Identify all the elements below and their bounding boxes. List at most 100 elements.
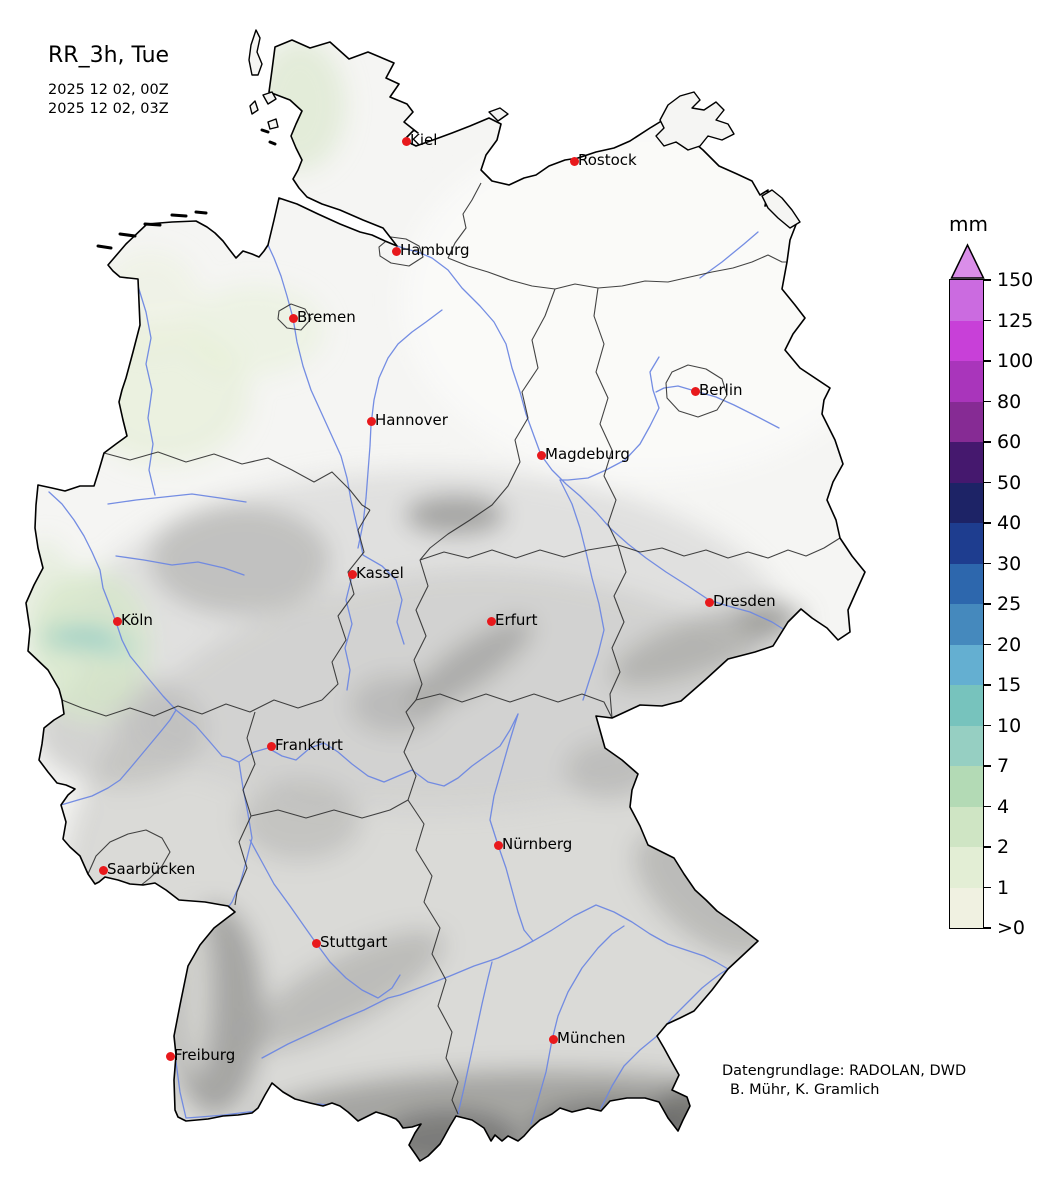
city-dot-icon [391,246,401,256]
city-label: Frankfurt [275,736,343,754]
river-fulda [344,575,353,691]
river-rhine [48,491,341,1119]
river-neckar [249,839,401,999]
colorbar-tick-label: 10 [997,714,1022,737]
river-ruhr [115,555,245,576]
city-dot-icon [536,450,546,460]
river-isar [530,925,625,1125]
city-dot-icon [165,1051,175,1061]
city-dot-icon [493,840,503,850]
colorbar-tick: 2 [983,836,1009,858]
city-dot-icon [704,597,714,607]
colorbar-tick-label: 2 [997,836,1010,858]
colorbar-tick-label: 150 [997,269,1034,291]
city-label: Stuttgart [320,933,388,951]
frisian-islands [96,128,277,250]
colorbar-tick: 50 [983,472,1021,494]
colorbar-segment [950,320,983,361]
colorbar-tick: 4 [983,796,1009,818]
colorbar-body: 150 125 100 80 60 50 40 30 [949,269,1033,939]
city-label: Freiburg [174,1046,236,1064]
city-dot-icon [288,313,298,323]
colorbar-tick-label: 4 [997,795,1010,818]
colorbar-tick-label: 1 [997,876,1010,899]
islands [248,29,801,229]
map-title: RR_3h, Tue [48,43,170,68]
colorbar-segment [950,806,983,847]
colorbar-segment [950,644,983,685]
colorbar-tick-label: 60 [997,431,1022,453]
river-lech [457,961,493,1115]
colorbar-tick: 20 [983,634,1021,656]
colorbar-segment [950,401,983,442]
city-dot-icon [311,938,321,948]
island-sylt [248,29,263,76]
colorbar-tick-label: 7 [997,755,1010,777]
island-fehmarn [488,107,509,122]
city-label: Dresden [713,592,776,610]
city-dot-icon [347,569,357,579]
colorbar-segment [950,725,983,766]
colorbar-tick: 7 [983,755,1009,777]
author-credit: B. Mühr, K. Gramlich [730,1081,880,1098]
island-pellworm [267,118,279,130]
colorbar-tick: 100 [983,350,1033,372]
colorbar-segment [950,523,983,564]
city-label: Bremen [297,308,356,326]
colorbar-tick-label: 20 [997,633,1022,656]
colorbar-tick-label: 15 [997,674,1022,696]
city-label: Magdeburg [545,445,630,463]
city-label: Nürnberg [502,835,573,853]
colorbar-tick: >0 [983,917,1025,939]
colorbar-tick-label: 125 [997,309,1034,332]
colorbar-segments [950,280,983,928]
river-ems [137,285,156,496]
river-mosel [60,709,177,806]
colorbar-unit-label: mm [949,212,988,236]
colorbar-tick-label: >0 [997,917,1026,939]
city-label: Hamburg [400,241,470,259]
river-weser-estuary [267,244,294,319]
colorbar-tick-label: 50 [997,471,1022,494]
river-elbe [396,245,792,635]
colorbar-tick: 125 [983,310,1033,332]
colorbar-tick-label: 30 [997,552,1022,575]
island-usedom [761,189,801,229]
colorbar-tick: 80 [983,391,1021,413]
colorbar-tick: 25 [983,593,1021,615]
rivers [48,224,865,1125]
colorbar-segment [950,847,983,888]
colorbar-tick: 40 [983,512,1021,534]
city-dot-icon [366,416,376,426]
colorbar-segment [950,361,983,402]
city-dot-icon [266,741,276,751]
city-label: Saarbücken [107,860,196,878]
island-foehr [262,91,277,105]
river-lippe [107,493,247,505]
colorbar-ticks: 150 125 100 80 60 50 40 30 [983,269,1053,939]
colorbar-segment [950,887,983,928]
colorbar-segment [950,766,983,807]
colorbar-tick: 15 [983,674,1021,696]
island-amrum [249,100,259,115]
colorbar-tick-label: 25 [997,593,1022,615]
colorbar-tick: 150 [983,269,1033,291]
city-label: Rostock [578,151,637,169]
colorbar-segment [950,482,983,523]
island-ruegen [655,91,735,151]
city-dot-icon [486,616,496,626]
city-label: Kiel [410,131,438,149]
title-block: RR_3h, Tue 2025 12 02, 00Z 2025 12 02, 0… [48,43,170,118]
river-weser [292,317,364,556]
valid-to: 2025 12 02, 03Z [48,100,169,117]
valid-from: 2025 12 02, 00Z [48,82,169,99]
river-main [238,713,519,787]
city-dot-icon [690,386,700,396]
river-leine [357,309,443,549]
colorbar-tick: 1 [983,877,1009,899]
colorbar-segment [950,442,983,483]
precipitation-colorbar: mm 150 125 100 80 60 [949,212,1053,939]
